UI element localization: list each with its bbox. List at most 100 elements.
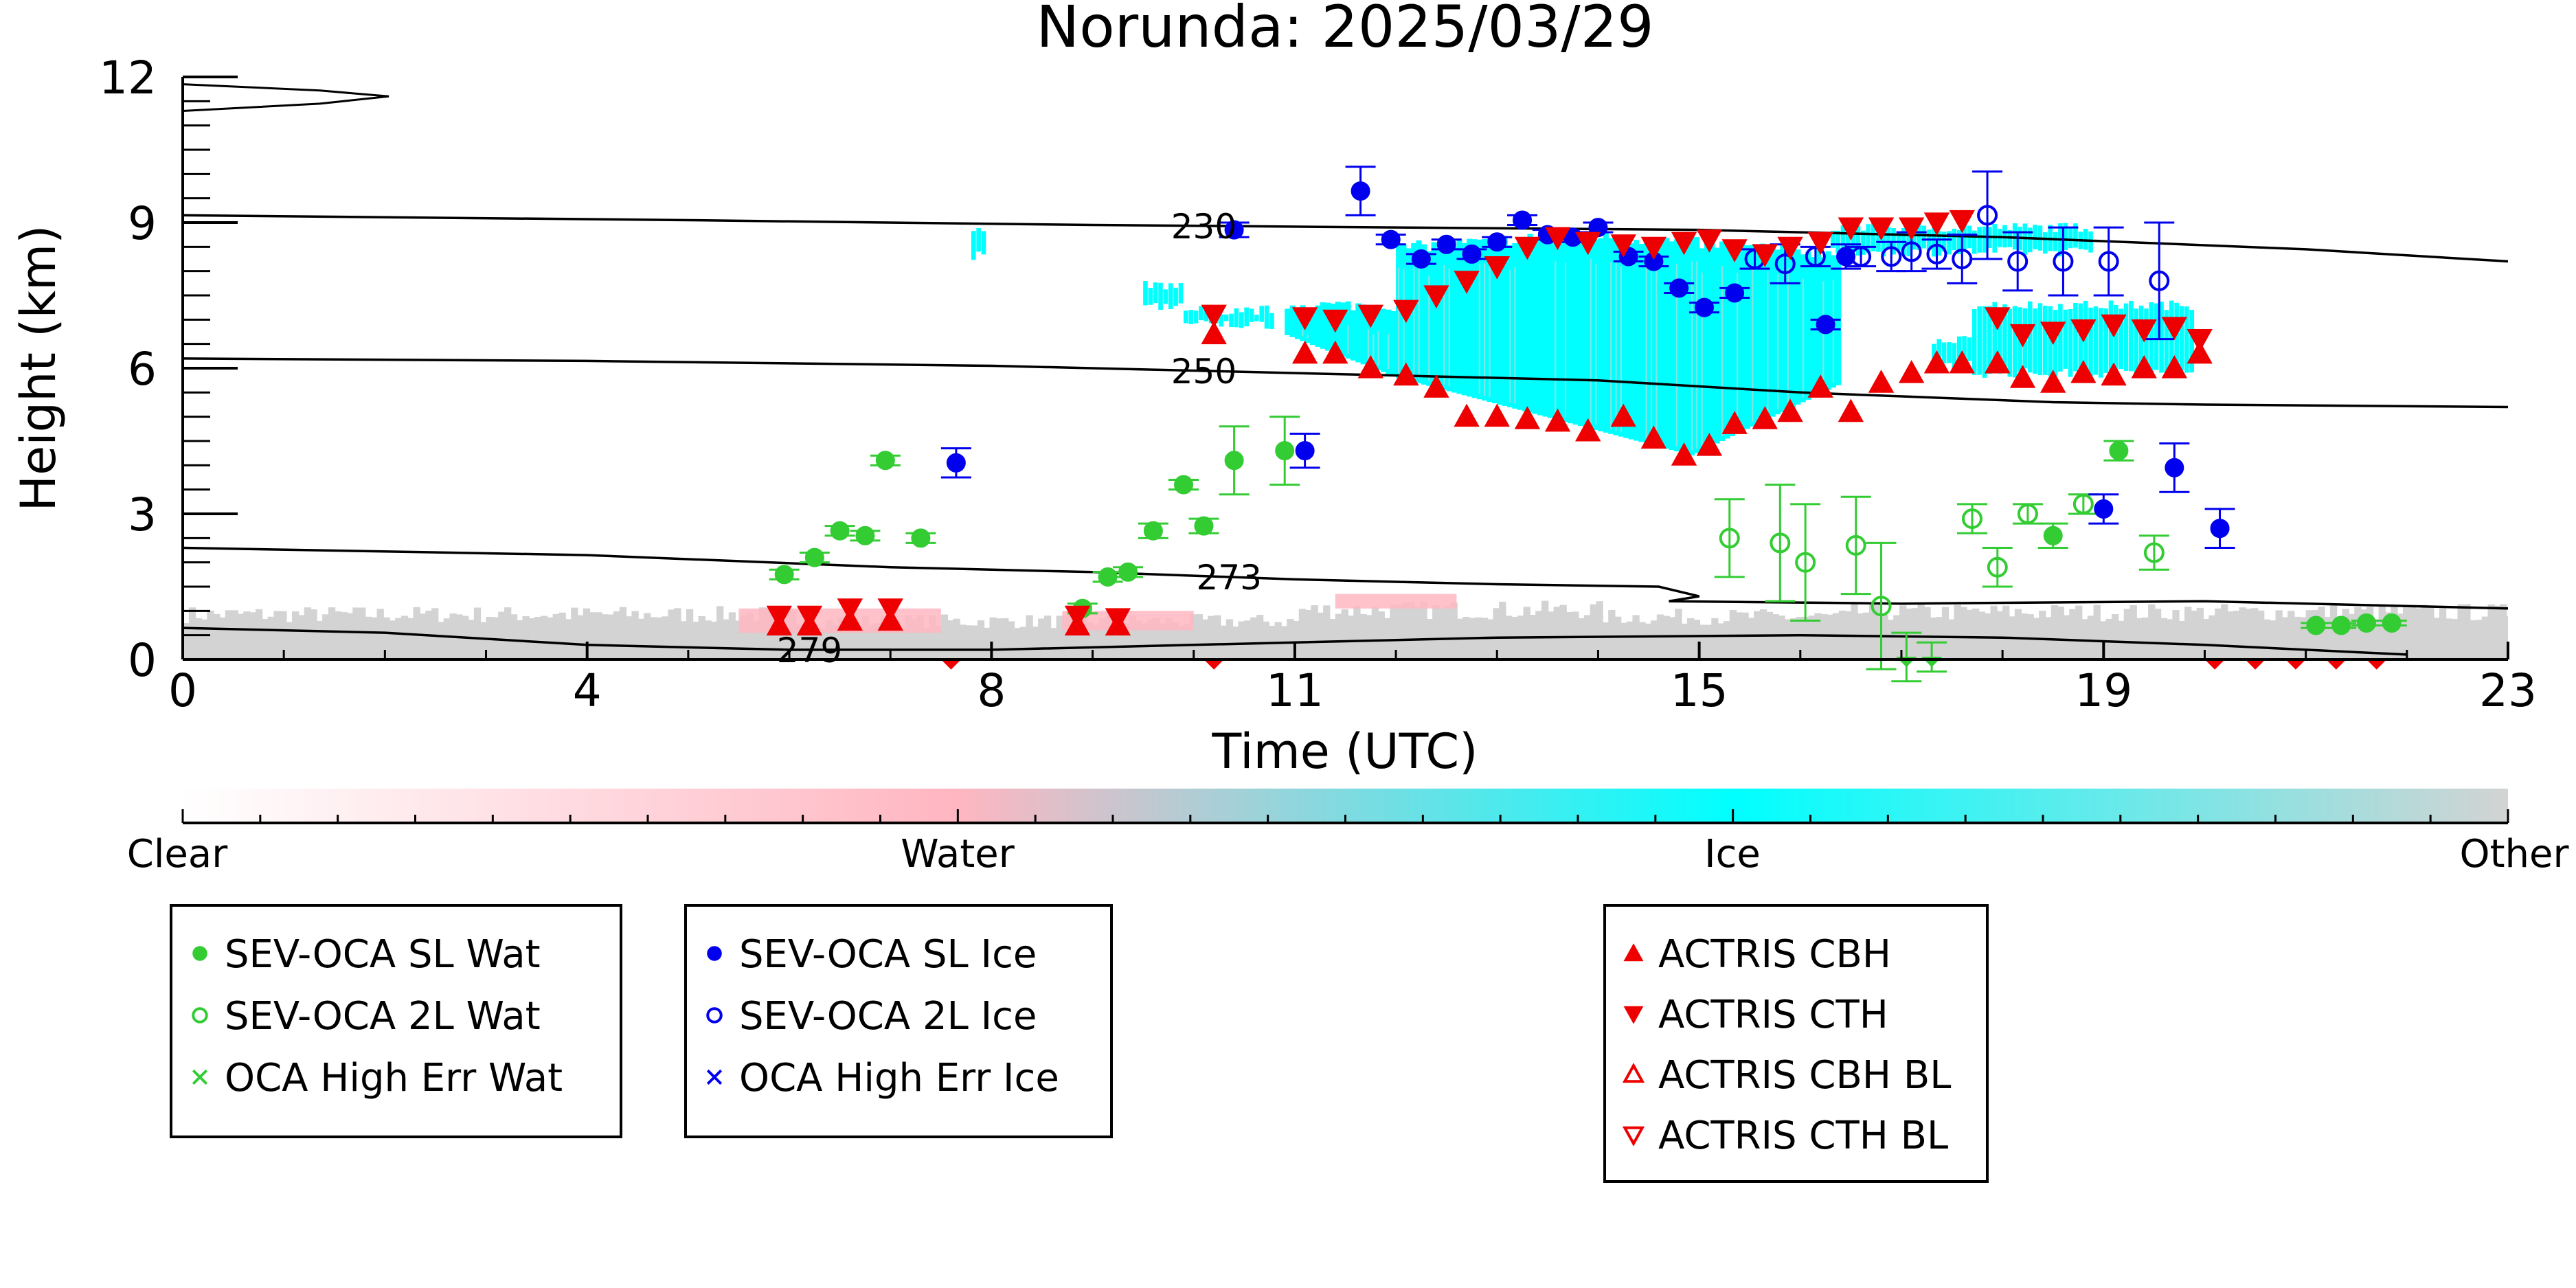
cloud-mask-column — [595, 612, 602, 645]
cloud-mask-column — [328, 607, 336, 645]
cloud-mask-ice — [2114, 304, 2119, 372]
legend-label: SEV-OCA 2L Wat — [225, 994, 541, 1039]
marker-triangle-up — [1454, 403, 1480, 427]
series-sev-oca-2l-ice — [1739, 170, 2175, 341]
cloud-mask-column — [2299, 617, 2307, 645]
cloud-mask-ice — [1846, 227, 1851, 247]
marker-triangle-up — [2161, 354, 2188, 379]
cloud-mask-ice — [1471, 239, 1478, 398]
cloud-mask-column — [1450, 602, 1458, 645]
cloud-mask-column — [291, 611, 300, 645]
cloud-mask-column — [540, 615, 548, 645]
cloud-mask-column — [322, 614, 330, 645]
cloud-mask-ice — [1568, 234, 1574, 424]
cloud-mask-ice — [2123, 303, 2129, 371]
cloud-mask-ice — [1547, 236, 1553, 418]
marker-clipped — [1203, 659, 1225, 670]
cloud-mask-mixed — [1443, 264, 1445, 385]
cloud-mask-column — [1038, 618, 1046, 645]
cloud-mask-ice — [2159, 302, 2164, 373]
cloud-mask-ice — [1381, 308, 1387, 372]
cloud-mask-column — [2470, 620, 2477, 645]
cloud-mask-mixed — [1645, 266, 1647, 439]
marker-open-circle — [2072, 493, 2094, 515]
cloud-mask-mixed — [1418, 264, 1420, 379]
cloud-mask-column — [1256, 615, 1264, 645]
cloud-mask-column — [1353, 606, 1361, 645]
cloud-mask-column — [1772, 614, 1779, 645]
cloud-mask-column — [1232, 626, 1239, 645]
isotherm-label: 250 — [1171, 352, 1236, 392]
marker-filled-circle — [1275, 441, 1295, 461]
cloud-mask-column — [201, 619, 208, 645]
cloud-mask-column — [510, 614, 518, 645]
legend-label: ACTRIS CBH — [1658, 932, 1891, 977]
cloud-mask-column — [2239, 607, 2246, 645]
cloud-mask-column — [2039, 611, 2046, 645]
cloud-mask-ice — [1335, 302, 1341, 355]
colorbar-label-ice: Ice — [1704, 832, 1761, 877]
cloud-mask-ice — [2073, 302, 2078, 372]
cloud-mask-ice — [2169, 300, 2174, 372]
cloud-mask-ice — [1204, 310, 1209, 321]
legend-label: OCA High Err Ice — [739, 1056, 1059, 1100]
cloud-mask-column — [2008, 616, 2016, 645]
cloud-mask-ice — [1168, 283, 1173, 309]
cloud-mask-ice — [1835, 230, 1840, 253]
cloud-mask-column — [1954, 605, 1961, 645]
marker-open-circle — [1805, 246, 1826, 267]
cloud-mask-column — [1614, 616, 1622, 645]
cloud-mask-ice — [1603, 231, 1609, 433]
cloud-mask-ice — [1992, 302, 1998, 370]
cloud-mask-column — [516, 620, 523, 645]
cloud-mask-column — [473, 607, 482, 645]
marker-open-circle — [2143, 542, 2165, 563]
cloud-mask-column — [2500, 604, 2507, 645]
cloud-mask-column — [2445, 618, 2453, 645]
cloud-mask-ice — [1491, 236, 1498, 404]
cloud-mask-ice — [1754, 245, 1761, 425]
marker-filled-circle — [855, 526, 875, 545]
cloud-mask-ice — [1840, 225, 1846, 253]
cloud-mask-column — [1857, 613, 1864, 645]
cloud-mask-column — [947, 620, 954, 645]
x-axis-label: Time (UTC) — [1212, 723, 1478, 780]
cloud-mask-column — [1844, 611, 1852, 645]
cloud-mask-column — [1566, 611, 1573, 645]
cloud-mask-ice — [2179, 306, 2184, 371]
legend-label: SEV-OCA SL Ice — [739, 932, 1037, 977]
cloud-mask-ice — [1188, 310, 1194, 324]
cloud-mask-column — [722, 619, 730, 645]
cloud-mask-ice — [2174, 302, 2179, 370]
cloud-mask-column — [2251, 608, 2259, 645]
cloud-mask-column — [2494, 605, 2501, 645]
cloud-mask-column — [1971, 608, 1980, 645]
cloud-mask-column — [710, 622, 718, 645]
cloud-mask-ice — [2033, 225, 2037, 249]
cloud-mask-column — [892, 621, 900, 645]
marker-open-circle — [2053, 251, 2074, 272]
cloud-mask-ice — [1658, 239, 1664, 448]
marker-triangle-down — [837, 598, 863, 622]
cloud-mask-column — [2257, 610, 2265, 645]
marker-triangle-up — [1807, 374, 1833, 398]
cloud-mask-mixed — [1347, 326, 1349, 354]
cloud-mask-column — [2026, 614, 2034, 645]
marker-filled-circle — [2306, 615, 2326, 635]
marker-triangle-up — [1923, 350, 1950, 374]
error-bar — [2144, 221, 2175, 341]
cloud-mask-column — [498, 611, 506, 645]
cloud-mask-ice — [1947, 342, 1952, 363]
cloud-mask-column — [607, 614, 615, 645]
cloud-mask-column — [1401, 602, 1410, 645]
cloud-mask-ice — [2119, 308, 2124, 370]
cloud-mask-ice — [1583, 234, 1589, 428]
cloud-mask-column — [1620, 622, 1628, 645]
marker-triangle-up — [1640, 425, 1667, 449]
cloud-mask-ice — [1932, 227, 1936, 257]
cloud-mask-ice — [1992, 224, 1998, 253]
marker-filled-circle — [2382, 613, 2402, 633]
marker-filled-circle — [1513, 210, 1533, 230]
cloud-mask-ice — [2134, 308, 2139, 374]
marker-triangle-down — [1640, 236, 1667, 260]
